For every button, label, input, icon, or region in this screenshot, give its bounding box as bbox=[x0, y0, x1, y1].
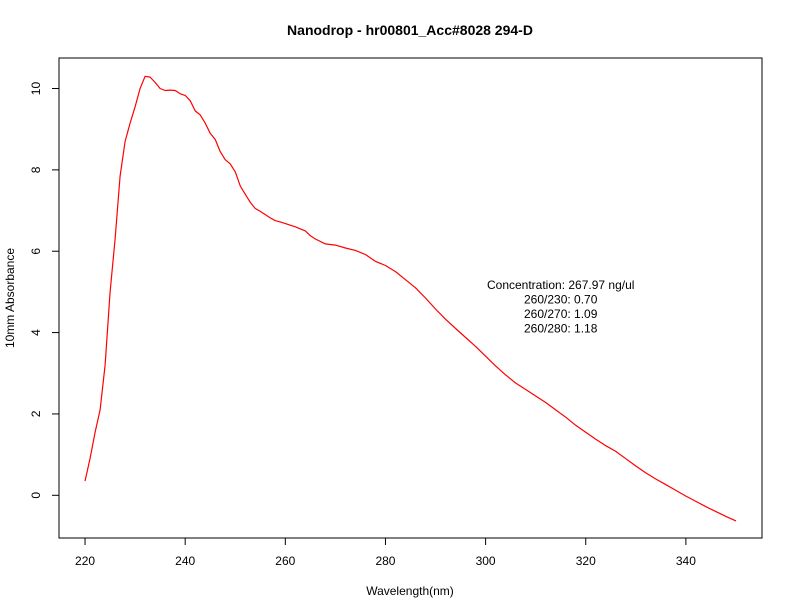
x-tick-label: 320 bbox=[576, 554, 596, 568]
absorbance-line bbox=[84, 75, 737, 522]
chart-title: Nanodrop - hr00801_Acc#8028 294-D bbox=[287, 22, 533, 38]
x-tick-label: 340 bbox=[676, 554, 696, 568]
y-tick-label: 0 bbox=[29, 492, 43, 499]
annotation-line: 260/270: 1.09 bbox=[524, 307, 598, 321]
y-tick-label: 10 bbox=[29, 82, 43, 96]
x-tick-label: 220 bbox=[75, 554, 95, 568]
x-tick-label: 240 bbox=[175, 554, 195, 568]
plot-area-border bbox=[58, 57, 763, 539]
axes: 220 240 260 280 300 320 340 0 2 4 6 8 10 bbox=[29, 82, 696, 568]
y-tick-label: 4 bbox=[29, 329, 43, 336]
annotation-line: Concentration: 267.97 ng/ul bbox=[487, 278, 634, 292]
x-tick-label: 280 bbox=[375, 554, 395, 568]
data-series bbox=[84, 75, 737, 522]
annotation-line: 260/280: 1.18 bbox=[524, 322, 598, 336]
x-axis-label: Wavelength(nm) bbox=[366, 584, 454, 598]
y-tick-label: 8 bbox=[29, 166, 43, 173]
x-tick-label: 300 bbox=[476, 554, 496, 568]
annotation-line: 260/230: 0.70 bbox=[524, 293, 598, 307]
y-axis-label: 10mm Absorbance bbox=[3, 248, 17, 348]
y-tick-label: 2 bbox=[29, 410, 43, 417]
x-tick-label: 260 bbox=[275, 554, 295, 568]
y-tick-label: 6 bbox=[29, 248, 43, 255]
